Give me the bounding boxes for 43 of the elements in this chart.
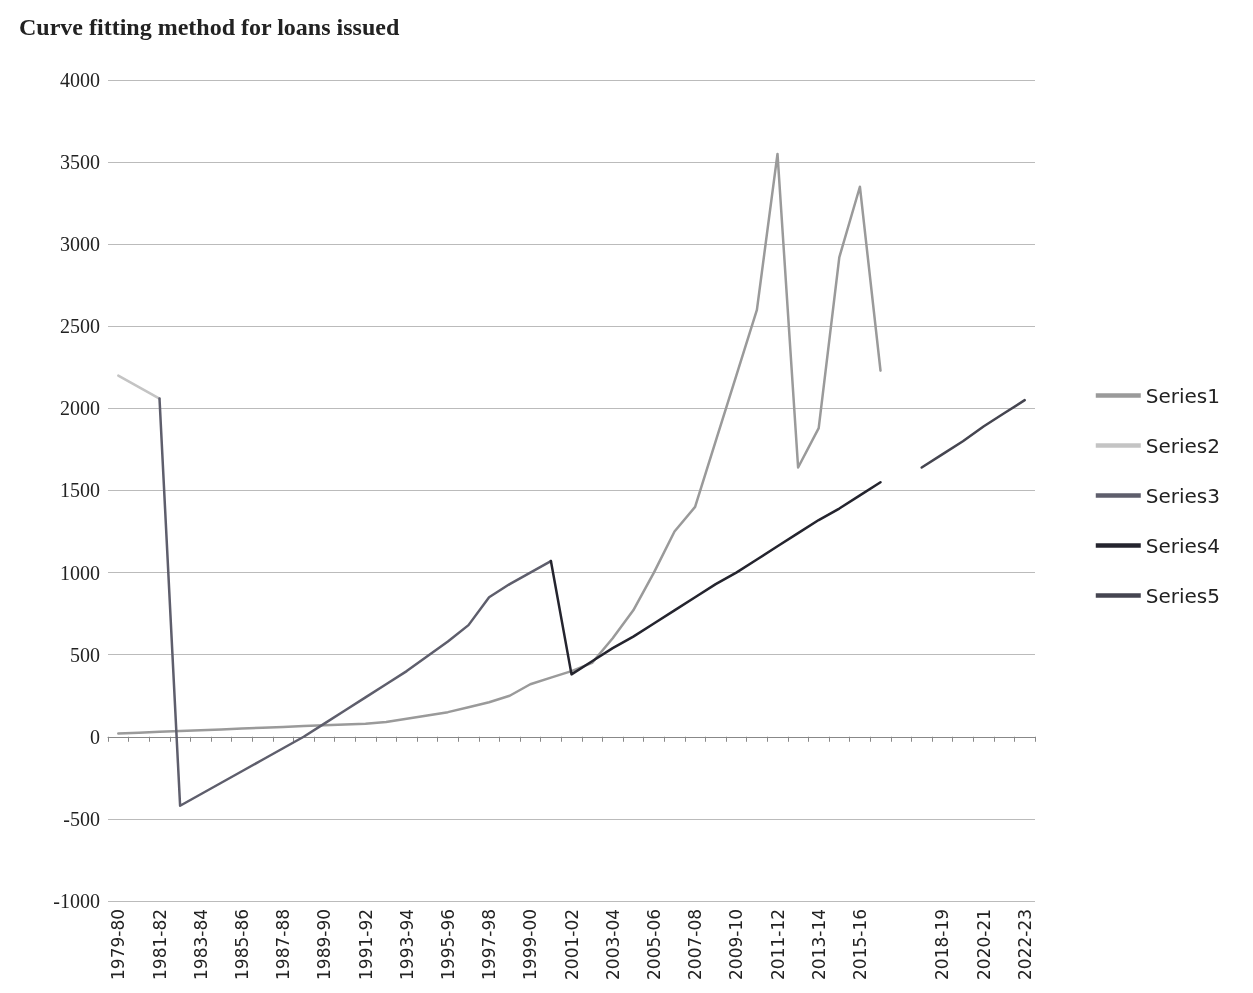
y-tick-label: -500 xyxy=(63,807,100,830)
x-tick-label: 2015-16 xyxy=(849,908,870,980)
legend-label: Series4 xyxy=(1145,533,1221,558)
x-tick-label: 2022-23 xyxy=(1014,908,1035,980)
y-tick-label: 1500 xyxy=(60,479,100,502)
line-series xyxy=(549,481,882,676)
x-tick-label: 1999-00 xyxy=(520,908,541,980)
x-tick-label: 1993-94 xyxy=(396,908,417,980)
x-tick-label: 2020-21 xyxy=(973,908,994,980)
x-tick-label: 2003-04 xyxy=(602,908,623,980)
y-tick-label: 0 xyxy=(90,725,100,748)
line-series xyxy=(158,397,553,807)
x-tick-label: 2018-19 xyxy=(932,908,953,980)
y-tick-label: 4000 xyxy=(60,69,100,91)
chart-title: Curve fitting method for loans issued xyxy=(19,14,400,40)
x-tick-label: 2005-06 xyxy=(643,908,664,980)
x-tick-label: 1987-88 xyxy=(273,908,294,980)
x-tick-label: 1981-82 xyxy=(149,908,170,980)
x-tick-label: 2007-08 xyxy=(685,908,706,980)
line-series xyxy=(920,398,1026,469)
x-tick-label: 1979-80 xyxy=(108,908,129,980)
y-tick-label: 2000 xyxy=(60,397,100,420)
x-tick-label: 1995-96 xyxy=(437,908,458,980)
y-tick-label: 500 xyxy=(70,643,100,666)
x-tick-label: 1989-90 xyxy=(314,908,335,980)
legend-label: Series3 xyxy=(1145,483,1221,508)
legend-label: Series5 xyxy=(1145,583,1221,608)
x-tick-label: 1983-84 xyxy=(190,908,211,980)
x-tick-label: 2011-12 xyxy=(767,908,788,980)
x-tick-label: 2001-02 xyxy=(561,908,582,980)
y-tick-label: 3000 xyxy=(60,233,100,256)
x-tick-label: 2009-10 xyxy=(726,908,747,980)
y-tick-label: 2500 xyxy=(60,315,100,338)
x-tick-label: 1985-86 xyxy=(231,908,252,980)
y-tick-label: -1000 xyxy=(53,889,100,912)
x-tick-label: 1991-92 xyxy=(355,908,376,980)
legend-label: Series2 xyxy=(1145,433,1221,458)
x-tick-label: 2013-14 xyxy=(808,908,829,980)
x-tick-label: 1997-98 xyxy=(479,908,500,980)
legend-label: Series1 xyxy=(1145,383,1221,408)
line-series xyxy=(117,152,882,735)
y-tick-label: 3500 xyxy=(60,151,100,174)
y-tick-label: 1000 xyxy=(60,561,100,584)
